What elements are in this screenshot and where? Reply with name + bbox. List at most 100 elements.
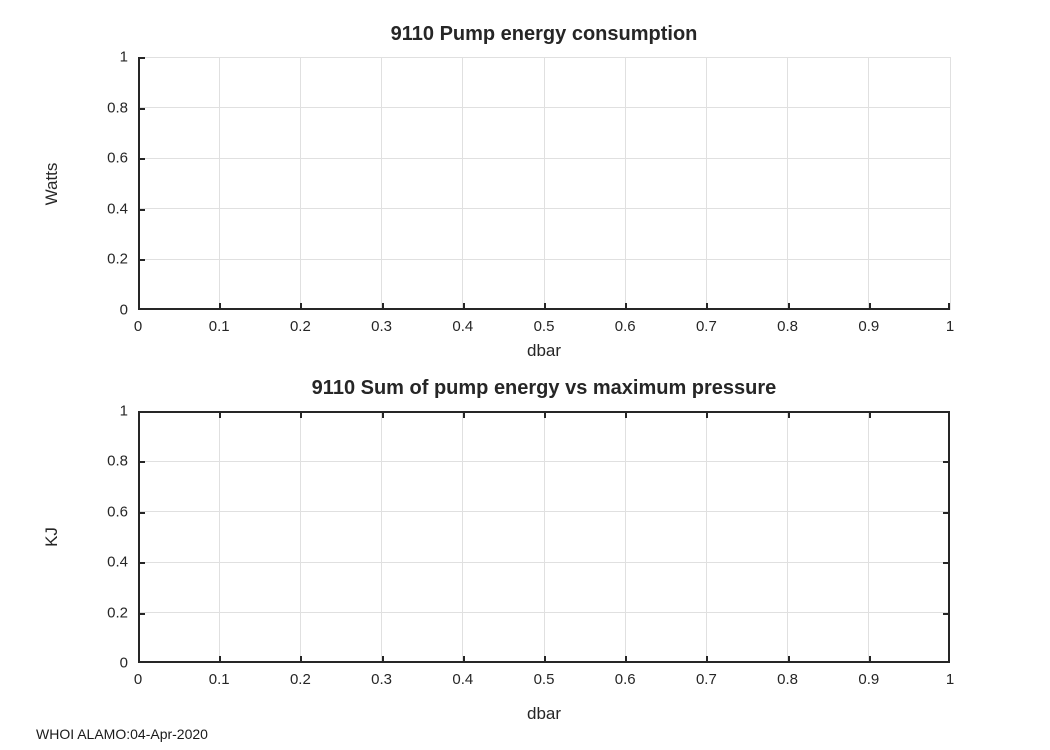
x-tick-mark-top bbox=[625, 411, 628, 418]
x-tick-mark-top bbox=[300, 411, 303, 418]
x-tick-label: 0.4 bbox=[452, 318, 474, 335]
x-tick-label: 0.7 bbox=[695, 318, 717, 335]
y-tick-mark-right bbox=[943, 411, 950, 413]
x-tick-label: 0.2 bbox=[289, 671, 311, 688]
x-gridline bbox=[543, 57, 545, 310]
x-tick-label: 0.3 bbox=[371, 671, 393, 688]
x-gridline bbox=[868, 57, 870, 310]
x-tick-mark bbox=[868, 656, 871, 663]
top-plot-area bbox=[138, 56, 951, 310]
x-gridline bbox=[624, 411, 626, 663]
y-gridline bbox=[138, 107, 950, 109]
x-gridline bbox=[218, 411, 220, 663]
y-tick-mark-right bbox=[943, 612, 950, 615]
x-gridline bbox=[705, 57, 707, 310]
x-tick-mark bbox=[706, 303, 709, 310]
x-gridline bbox=[462, 411, 464, 663]
x-gridline bbox=[381, 57, 383, 310]
y-tick-mark-right bbox=[943, 511, 950, 514]
x-tick-mark bbox=[868, 303, 871, 310]
bottom-plot-area bbox=[138, 411, 950, 663]
x-tick-mark-top bbox=[138, 411, 140, 418]
y-tick-mark bbox=[138, 612, 145, 615]
x-tick-mark bbox=[300, 656, 303, 663]
x-tick-label: 0.9 bbox=[858, 671, 880, 688]
x-gridline bbox=[624, 57, 626, 310]
x-tick-mark bbox=[706, 656, 709, 663]
x-tick-mark bbox=[787, 656, 790, 663]
y-gridline bbox=[138, 511, 950, 513]
x-tick-label: 0.8 bbox=[777, 318, 799, 335]
x-tick-label: 0.6 bbox=[614, 671, 636, 688]
y-tick-mark bbox=[138, 562, 145, 565]
y-tick-mark bbox=[138, 57, 145, 59]
y-tick-mark-right bbox=[943, 461, 950, 464]
x-tick-label: 0.7 bbox=[695, 671, 717, 688]
y-gridline bbox=[138, 561, 950, 563]
top-plot-ylabel: Watts bbox=[42, 162, 61, 206]
x-gridline bbox=[218, 57, 220, 310]
y-tick-label: 0.6 bbox=[107, 149, 128, 167]
y-tick-mark bbox=[138, 308, 145, 310]
x-tick-mark bbox=[138, 303, 140, 310]
y-tick-mark bbox=[138, 158, 145, 161]
x-tick-mark-top bbox=[706, 411, 709, 418]
x-tick-mark-top bbox=[787, 411, 790, 418]
y-gridline bbox=[138, 157, 950, 159]
x-tick-mark bbox=[462, 303, 465, 310]
x-gridline bbox=[381, 411, 383, 663]
x-gridline bbox=[949, 57, 951, 310]
bottom-plot-title: 9110 Sum of pump energy vs maximum press… bbox=[311, 377, 777, 399]
x-tick-mark bbox=[462, 656, 465, 663]
y-tick-label: 0.2 bbox=[107, 604, 128, 622]
y-gridline bbox=[138, 612, 950, 614]
x-tick-mark-top bbox=[948, 411, 950, 418]
bottom-plot-xlabel: dbar bbox=[526, 704, 562, 723]
x-tick-label: 0.1 bbox=[208, 671, 230, 688]
x-tick-mark bbox=[544, 303, 546, 310]
x-tick-label: 0.1 bbox=[208, 318, 230, 335]
y-tick-label: 0.8 bbox=[107, 99, 128, 117]
x-gridline bbox=[543, 411, 545, 663]
box-right-line bbox=[948, 411, 950, 663]
y-gridline bbox=[138, 258, 950, 260]
x-tick-mark bbox=[219, 303, 222, 310]
y-tick-mark bbox=[138, 107, 145, 110]
y-tick-mark bbox=[138, 208, 145, 211]
y-tick-label: 0 bbox=[119, 654, 128, 672]
x-tick-label: 0.3 bbox=[371, 318, 393, 335]
x-tick-label: 0.2 bbox=[289, 318, 311, 335]
y-axis-line bbox=[138, 57, 140, 310]
footer-annotation: WHOI ALAMO:04-Apr-2020 bbox=[36, 726, 208, 742]
y-tick-mark bbox=[138, 461, 145, 464]
x-gridline bbox=[299, 57, 301, 310]
x-gridline bbox=[787, 411, 789, 663]
y-tick-label: 0.8 bbox=[107, 452, 128, 470]
x-tick-mark bbox=[948, 656, 950, 663]
y-tick-mark bbox=[138, 259, 145, 262]
x-gridline bbox=[299, 411, 301, 663]
x-tick-mark bbox=[625, 303, 628, 310]
y-gridline bbox=[138, 56, 950, 58]
x-tick-mark-top bbox=[381, 411, 384, 418]
y-tick-mark bbox=[138, 661, 145, 663]
y-tick-label: 0.2 bbox=[107, 250, 128, 268]
x-tick-label: 0.5 bbox=[533, 671, 555, 688]
x-tick-mark bbox=[544, 656, 546, 663]
x-tick-mark-top bbox=[219, 411, 222, 418]
x-gridline bbox=[868, 411, 870, 663]
bottom-plot-ylabel: KJ bbox=[42, 527, 61, 547]
y-tick-label: 0.4 bbox=[107, 553, 128, 571]
x-gridline bbox=[462, 57, 464, 310]
x-tick-mark bbox=[787, 303, 790, 310]
x-gridline bbox=[705, 411, 707, 663]
x-tick-label: 0.6 bbox=[614, 318, 636, 335]
top-plot-xlabel: dbar bbox=[526, 341, 562, 360]
y-tick-mark-right bbox=[943, 562, 950, 565]
x-tick-mark bbox=[948, 303, 950, 310]
x-gridline bbox=[787, 57, 789, 310]
x-tick-mark bbox=[625, 656, 628, 663]
x-tick-mark bbox=[381, 303, 384, 310]
x-tick-label: 1 bbox=[945, 671, 955, 688]
